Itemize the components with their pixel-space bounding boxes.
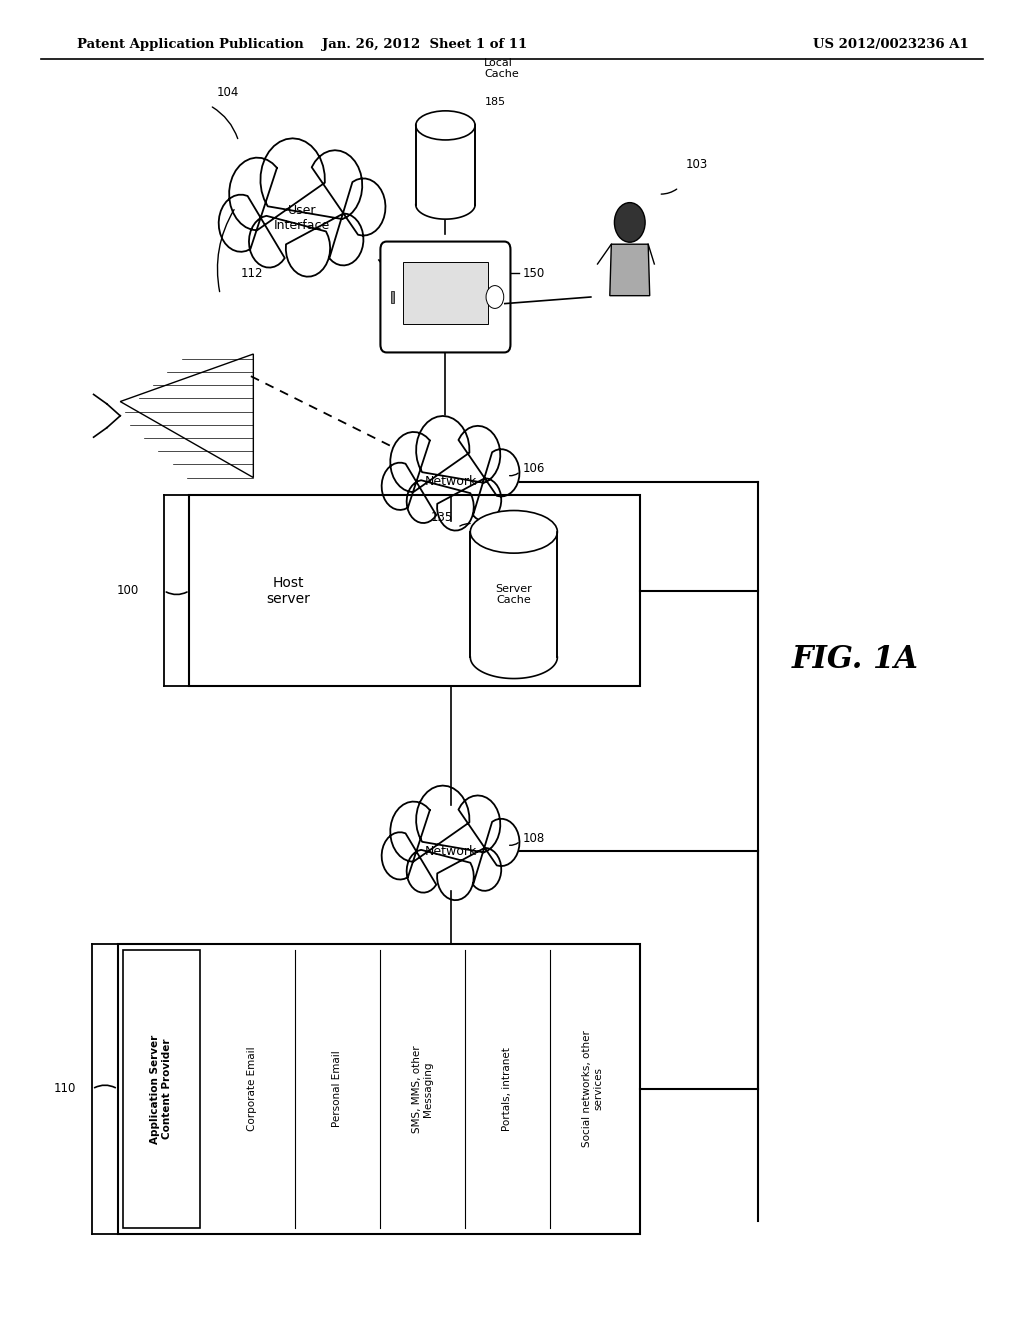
Bar [403,263,487,325]
Text: Social networks, other
services: Social networks, other services [582,1031,603,1147]
Text: FIG. 1A: FIG. 1A [792,644,919,676]
Bar [123,950,200,1228]
Ellipse shape [416,111,475,140]
Polygon shape [382,785,519,900]
Text: 150: 150 [522,267,545,280]
Text: 108: 108 [522,832,545,845]
Text: 110: 110 [53,1082,76,1096]
Polygon shape [610,244,649,296]
Text: Host
server: Host server [266,576,310,606]
Ellipse shape [470,511,557,553]
Text: 100: 100 [117,585,139,597]
Text: Local
Cache: Local Cache [484,58,519,79]
Bar [470,532,557,657]
Circle shape [614,203,645,243]
Text: Jan. 26, 2012  Sheet 1 of 11: Jan. 26, 2012 Sheet 1 of 11 [323,38,527,51]
Text: 112: 112 [241,267,263,280]
Text: Network: Network [424,475,477,488]
Text: 104: 104 [217,86,240,99]
Text: 106: 106 [522,462,545,475]
Text: Portals, intranet: Portals, intranet [503,1047,512,1131]
Text: Patent Application Publication: Patent Application Publication [77,38,303,51]
Bar [189,495,640,686]
Text: 103: 103 [686,158,709,172]
Text: Network: Network [424,845,477,858]
Text: User
Interface: User Interface [274,203,330,232]
Bar [416,125,475,205]
Text: 185: 185 [484,96,506,107]
Text: Server
Cache: Server Cache [496,583,532,606]
Text: Application Server
Content Provider: Application Server Content Provider [151,1035,172,1143]
Bar [118,944,640,1234]
Text: 135: 135 [431,511,454,524]
Text: SMS, MMS, other
Messaging: SMS, MMS, other Messaging [412,1045,433,1133]
Text: Corporate Email: Corporate Email [248,1047,257,1131]
Polygon shape [382,416,519,531]
Polygon shape [120,354,253,478]
Polygon shape [470,657,557,678]
Polygon shape [416,205,475,219]
Text: Personal Email: Personal Email [333,1051,342,1127]
Bar [391,292,393,302]
Polygon shape [219,139,385,277]
Text: US 2012/0023236 A1: US 2012/0023236 A1 [813,38,969,51]
FancyBboxPatch shape [381,242,510,352]
Circle shape [486,285,504,309]
